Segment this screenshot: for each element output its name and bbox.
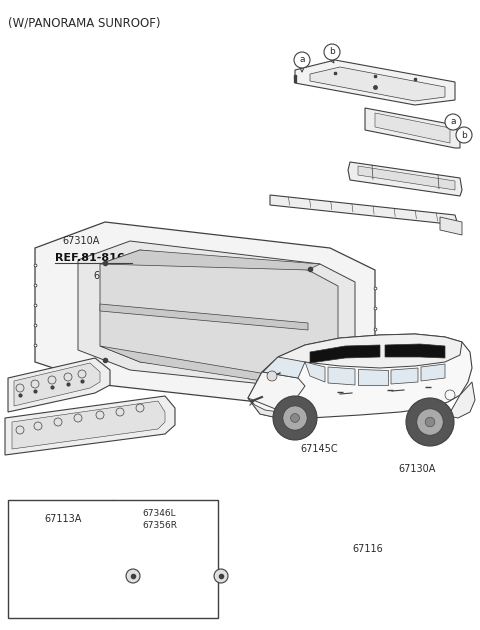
Circle shape — [456, 127, 472, 143]
Polygon shape — [328, 367, 355, 385]
Text: REF.81-816: REF.81-816 — [55, 253, 125, 263]
Circle shape — [324, 44, 340, 60]
Polygon shape — [100, 304, 308, 330]
Polygon shape — [348, 162, 462, 196]
Polygon shape — [385, 344, 445, 358]
Polygon shape — [100, 346, 320, 390]
Polygon shape — [305, 362, 325, 382]
Text: a: a — [27, 515, 33, 524]
Circle shape — [445, 114, 461, 130]
Text: 67130A: 67130A — [398, 464, 436, 474]
Polygon shape — [440, 217, 462, 235]
Circle shape — [425, 417, 435, 427]
Polygon shape — [421, 364, 445, 381]
Circle shape — [294, 52, 310, 68]
Text: 67346L: 67346L — [142, 510, 176, 518]
Text: (W/PANORAMA SUNROOF): (W/PANORAMA SUNROOF) — [8, 16, 160, 29]
Circle shape — [283, 406, 307, 430]
Polygon shape — [100, 250, 338, 381]
Circle shape — [126, 569, 140, 583]
Polygon shape — [35, 222, 375, 410]
Text: b: b — [461, 130, 467, 139]
Circle shape — [214, 569, 228, 583]
Text: b: b — [329, 47, 335, 57]
Polygon shape — [278, 334, 462, 368]
Polygon shape — [270, 195, 458, 225]
Polygon shape — [263, 357, 305, 378]
Polygon shape — [375, 113, 450, 143]
Text: 67145C: 67145C — [300, 444, 337, 454]
Polygon shape — [8, 358, 110, 412]
Polygon shape — [248, 372, 305, 410]
Text: a: a — [299, 55, 305, 64]
Circle shape — [290, 414, 300, 422]
Circle shape — [267, 371, 277, 381]
Polygon shape — [448, 382, 475, 418]
Text: b: b — [126, 515, 132, 524]
Text: 67113A: 67113A — [44, 514, 82, 524]
Polygon shape — [295, 60, 455, 105]
Polygon shape — [5, 396, 175, 455]
Polygon shape — [391, 368, 418, 384]
Text: 67310A: 67310A — [62, 236, 100, 246]
Text: 67356R: 67356R — [142, 522, 177, 530]
Polygon shape — [358, 166, 455, 190]
Polygon shape — [14, 363, 100, 406]
Polygon shape — [78, 241, 355, 390]
Circle shape — [406, 398, 454, 446]
Text: 67123A: 67123A — [94, 271, 131, 281]
FancyBboxPatch shape — [8, 500, 218, 618]
Polygon shape — [365, 108, 460, 148]
Polygon shape — [248, 398, 278, 418]
Polygon shape — [310, 345, 380, 363]
Polygon shape — [100, 250, 320, 270]
Circle shape — [21, 510, 39, 528]
Circle shape — [273, 396, 317, 440]
Polygon shape — [248, 334, 472, 418]
Polygon shape — [310, 67, 445, 101]
Text: a: a — [450, 118, 456, 127]
Circle shape — [417, 409, 443, 435]
Polygon shape — [12, 401, 165, 449]
Polygon shape — [358, 369, 388, 385]
Circle shape — [120, 510, 138, 528]
Text: 67116: 67116 — [353, 544, 384, 554]
